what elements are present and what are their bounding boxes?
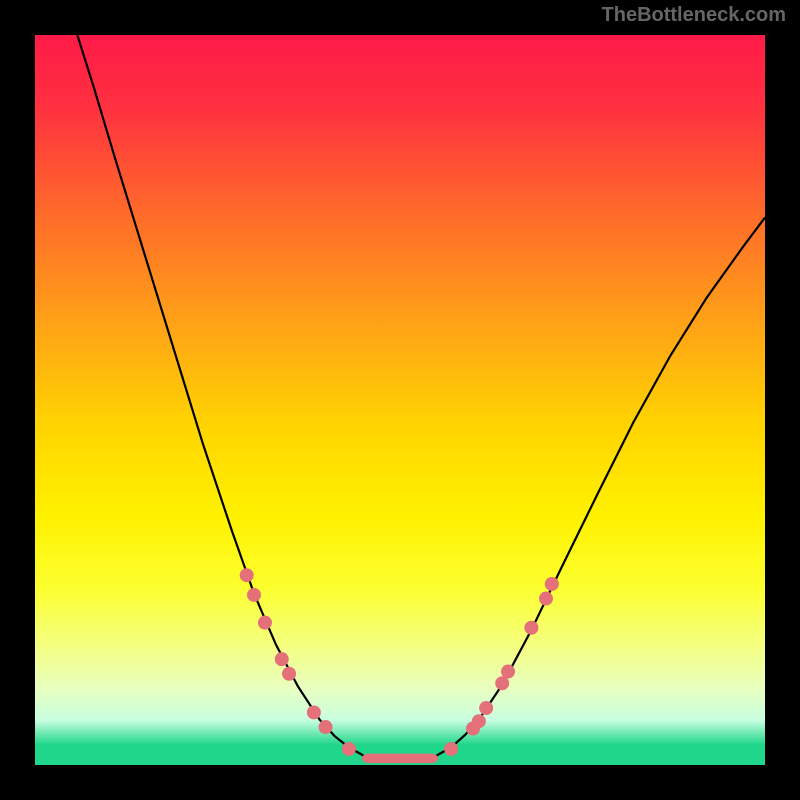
marker-left [258, 616, 272, 630]
marker-right [501, 665, 515, 679]
marker-left [240, 568, 254, 582]
marker-right [444, 742, 458, 756]
marker-right [545, 577, 559, 591]
marker-left [342, 742, 356, 756]
marker-right [539, 592, 553, 606]
marker-right [524, 621, 538, 635]
chart-svg [35, 35, 765, 765]
marker-left [282, 667, 296, 681]
plot-area [35, 35, 765, 765]
gradient-background [35, 35, 765, 745]
marker-left [307, 705, 321, 719]
valley-bar [362, 754, 438, 763]
marker-left [275, 652, 289, 666]
watermark-text: TheBottleneck.com [602, 4, 786, 27]
marker-right [479, 701, 493, 715]
marker-right [472, 714, 486, 728]
marker-left [319, 720, 333, 734]
marker-left [247, 588, 261, 602]
